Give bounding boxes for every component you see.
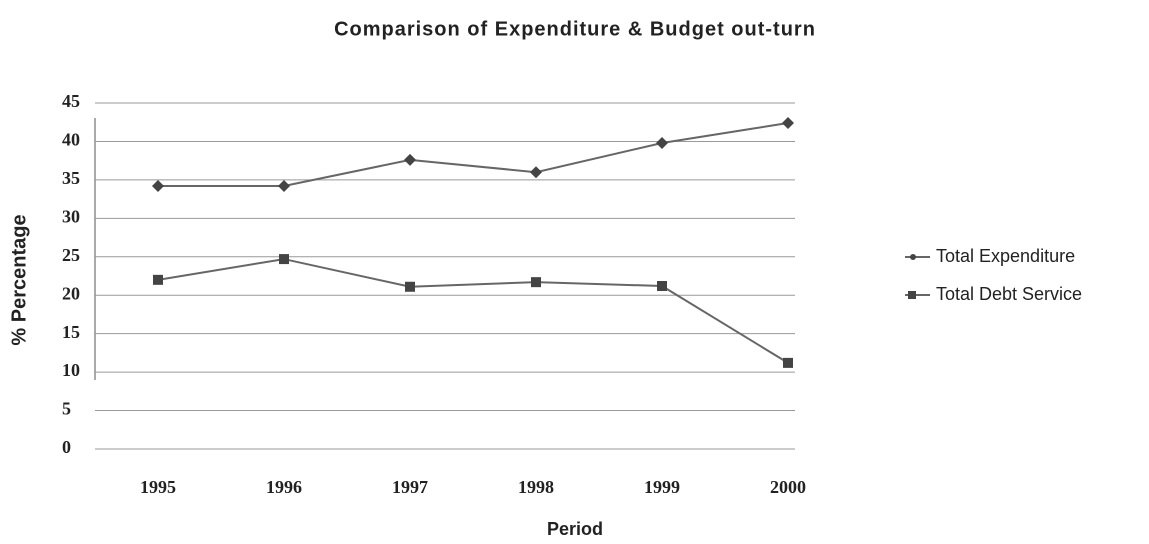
y-tick-label: 10 [62, 360, 80, 380]
x-axis-label: Period [547, 519, 603, 539]
y-tick-label: 20 [62, 283, 80, 303]
point [530, 166, 542, 179]
series-line [158, 122, 789, 188]
point [404, 153, 416, 166]
y-tick-label: 35 [62, 168, 80, 188]
point [782, 116, 794, 129]
y-tick-label: 30 [62, 206, 80, 226]
point [657, 280, 667, 291]
x-tick-label: 1998 [518, 477, 554, 497]
y-tick-label: 45 [62, 91, 80, 111]
point [656, 136, 668, 149]
y-tick-label: 5 [62, 399, 71, 419]
point [279, 254, 289, 265]
legend-marker [910, 254, 916, 260]
point [152, 180, 164, 193]
series-line [157, 258, 789, 364]
x-tick-label: 1996 [266, 477, 302, 497]
legend-marker [908, 291, 916, 299]
point [153, 274, 163, 285]
point [783, 357, 793, 368]
y-tick-label: 25 [62, 245, 80, 265]
x-tick-label: 2000 [770, 477, 806, 497]
x-tick-label: 1995 [140, 477, 176, 497]
point [278, 180, 290, 193]
y-axis-label: % Percentage [8, 214, 30, 345]
x-tick-label: 1999 [644, 477, 680, 497]
legend-label: Total Expenditure [936, 246, 1075, 266]
point [531, 277, 541, 288]
y-tick-label: 15 [62, 322, 80, 342]
y-tick-label: 0 [62, 437, 71, 457]
y-tick-label: 40 [62, 130, 80, 150]
chart-title: Comparison of Expenditure & Budget out-t… [334, 18, 816, 40]
point [405, 281, 415, 292]
legend-label: Total Debt Service [936, 284, 1082, 304]
x-tick-label: 1997 [392, 477, 428, 497]
